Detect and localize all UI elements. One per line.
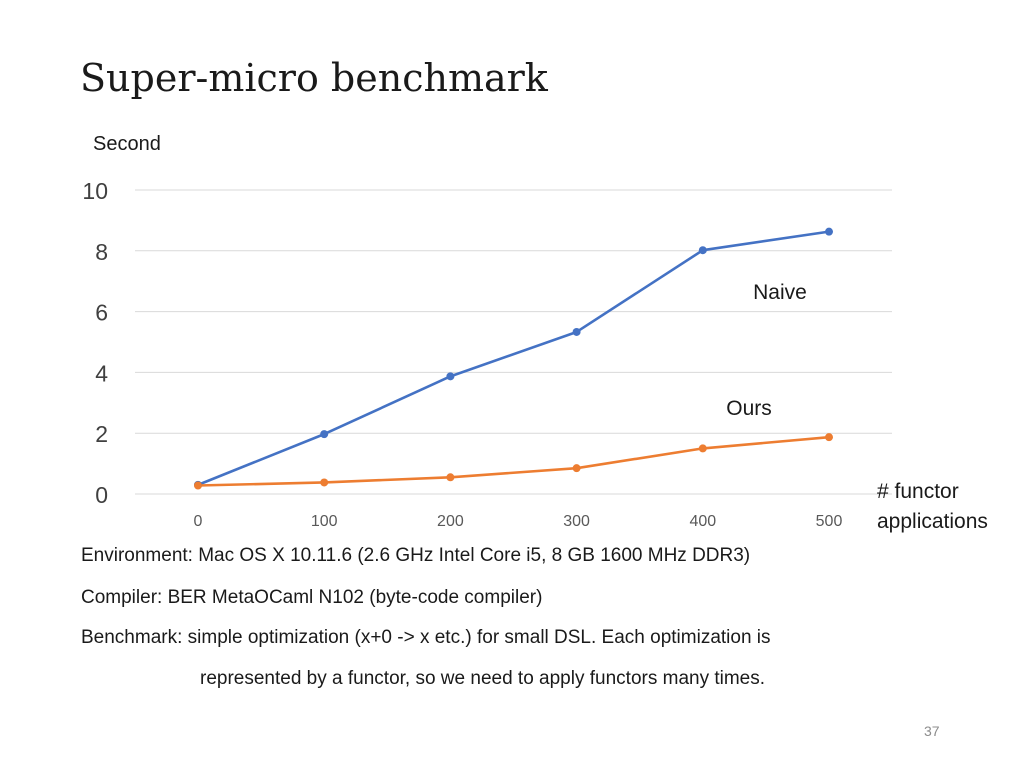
line-chart: 0 2 4 6 8 10 0 100 200 300 400 500 Naive Ours Secon… <box>82 133 988 533</box>
series-labels: Naive Ours <box>726 281 807 420</box>
y-tick-label: 6 <box>95 300 108 326</box>
point-naive-500 <box>825 227 833 236</box>
x-tick-label: 100 <box>311 513 338 530</box>
y-axis-label: Second <box>93 133 161 155</box>
slide-title: Super-micro benchmark <box>80 56 548 100</box>
x-axis-label-line2: applications <box>877 510 988 533</box>
point-ours-500 <box>825 433 833 442</box>
compiler-note: Compiler: BER MetaOCaml N102 (byte-code … <box>81 587 543 608</box>
series-points <box>194 227 833 490</box>
point-naive-100 <box>320 430 329 439</box>
point-ours-100 <box>320 478 329 487</box>
series-lines <box>197 230 830 487</box>
point-naive-200 <box>446 372 455 381</box>
point-ours-200 <box>446 473 455 482</box>
benchmark-note-line1: Benchmark: simple optimization (x+0 -> x… <box>81 627 771 648</box>
y-tick-label: 0 <box>95 482 108 508</box>
series-line-naive <box>197 230 830 487</box>
point-naive-400 <box>698 246 707 255</box>
point-ours-0 <box>194 481 202 490</box>
x-tick-label: 300 <box>563 513 590 530</box>
x-tick-label: 400 <box>689 513 716 530</box>
series-label-ours: Ours <box>726 397 772 420</box>
y-tick-label: 8 <box>95 239 108 265</box>
y-tick-labels: 0 2 4 6 8 10 <box>82 178 108 508</box>
x-tick-labels: 0 100 200 300 400 500 <box>194 513 843 530</box>
series-line-ours <box>197 435 830 487</box>
x-axis-label-line1: # functor <box>877 480 959 503</box>
x-tick-label: 500 <box>816 513 843 530</box>
point-naive-300 <box>572 327 581 336</box>
page-number: 37 <box>924 723 940 739</box>
x-tick-label: 200 <box>437 513 464 530</box>
grid-lines <box>135 189 892 495</box>
y-tick-label: 4 <box>95 360 108 386</box>
point-ours-300 <box>572 464 581 473</box>
y-tick-label: 2 <box>95 421 108 447</box>
series-label-naive: Naive <box>753 281 807 304</box>
x-tick-label: 0 <box>194 513 203 530</box>
point-ours-400 <box>698 444 707 453</box>
environment-note: Environment: Mac OS X 10.11.6 (2.6 GHz I… <box>81 545 751 566</box>
benchmark-note-line2: represented by a functor, so we need to … <box>200 668 766 689</box>
y-tick-label: 10 <box>82 178 108 204</box>
